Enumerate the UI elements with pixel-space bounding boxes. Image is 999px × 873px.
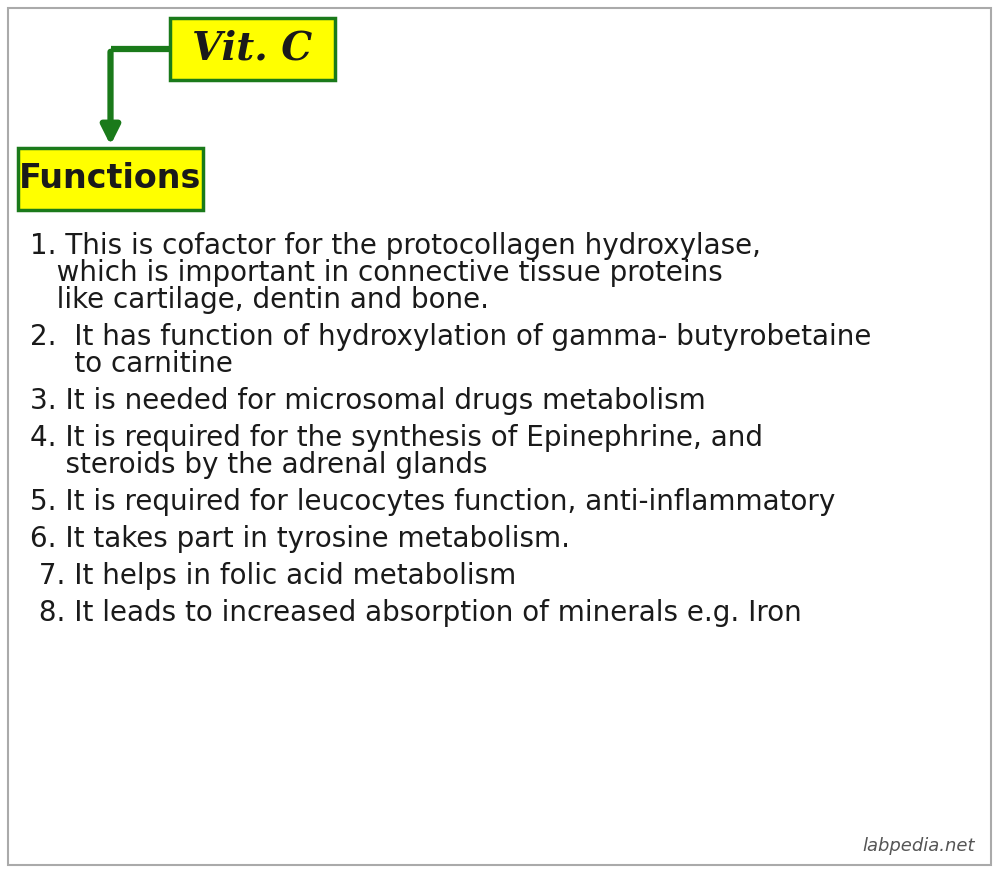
FancyBboxPatch shape bbox=[18, 148, 203, 210]
Text: 3. It is needed for microsomal drugs metabolism: 3. It is needed for microsomal drugs met… bbox=[30, 387, 705, 415]
Text: 1. This is cofactor for the protocollagen hydroxylase,: 1. This is cofactor for the protocollage… bbox=[30, 232, 761, 260]
Text: 5. It is required for leucocytes function, anti-inflammatory: 5. It is required for leucocytes functio… bbox=[30, 488, 835, 516]
Text: 6. It takes part in tyrosine metabolism.: 6. It takes part in tyrosine metabolism. bbox=[30, 525, 570, 553]
Text: which is important in connective tissue proteins: which is important in connective tissue … bbox=[30, 259, 722, 287]
FancyBboxPatch shape bbox=[170, 18, 335, 80]
Text: 4. It is required for the synthesis of Epinephrine, and: 4. It is required for the synthesis of E… bbox=[30, 424, 763, 452]
Text: Vit. C: Vit. C bbox=[193, 30, 313, 68]
FancyBboxPatch shape bbox=[8, 8, 991, 865]
Text: like cartilage, dentin and bone.: like cartilage, dentin and bone. bbox=[30, 286, 489, 314]
Text: Functions: Functions bbox=[19, 162, 202, 196]
Text: 8. It leads to increased absorption of minerals e.g. Iron: 8. It leads to increased absorption of m… bbox=[30, 599, 802, 627]
Text: to carnitine: to carnitine bbox=[30, 350, 233, 378]
Text: steroids by the adrenal glands: steroids by the adrenal glands bbox=[30, 451, 488, 479]
Text: 7. It helps in folic acid metabolism: 7. It helps in folic acid metabolism bbox=[30, 562, 516, 590]
Text: 2.  It has function of hydroxylation of gamma- butyrobetaine: 2. It has function of hydroxylation of g… bbox=[30, 323, 871, 351]
Text: labpedia.net: labpedia.net bbox=[862, 837, 975, 855]
